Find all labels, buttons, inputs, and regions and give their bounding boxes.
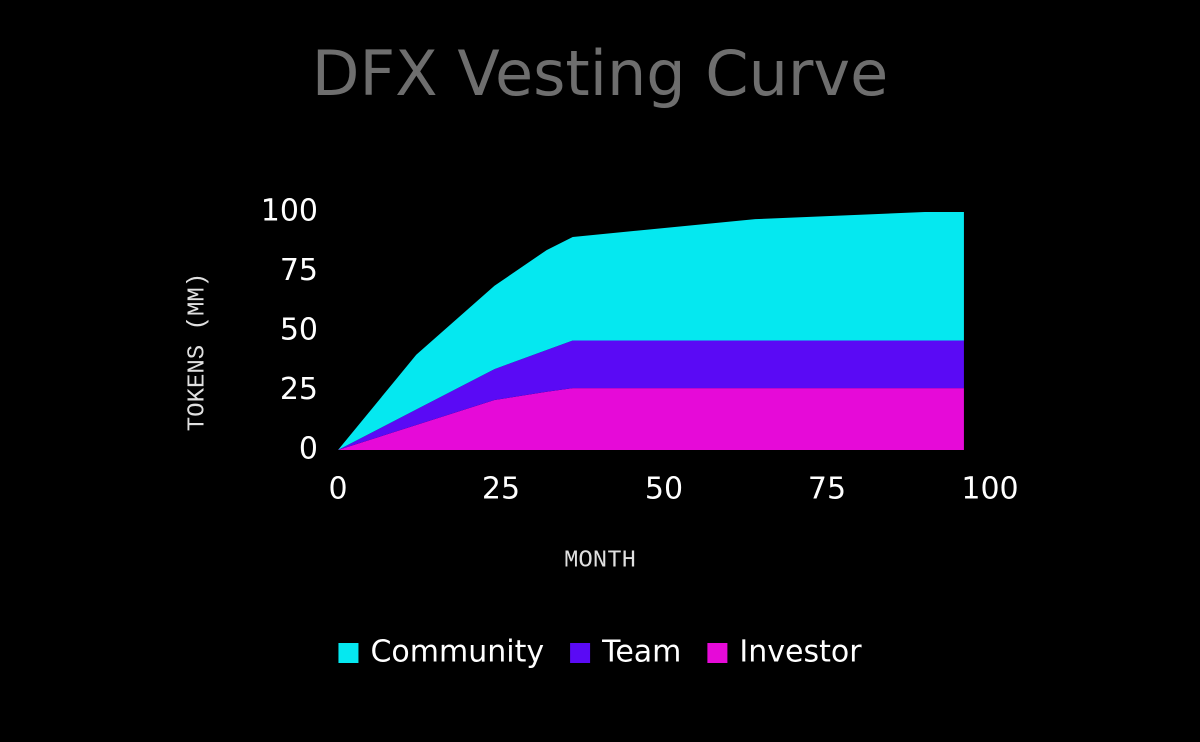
axes: 0 25 50 75 100 0 25 50 75 100 xyxy=(261,194,1019,507)
x-tick-label: 50 xyxy=(645,472,683,507)
y-tick-label: 25 xyxy=(280,372,318,407)
y-tick-label: 75 xyxy=(280,253,318,288)
area xyxy=(338,388,964,450)
x-axis-label: MONTH xyxy=(564,547,636,574)
plot xyxy=(338,212,964,450)
y-tick-label: 0 xyxy=(299,432,318,467)
y-tick-label: 100 xyxy=(261,194,318,229)
legend-label: Team xyxy=(601,635,681,670)
y-tick-label: 50 xyxy=(280,313,318,348)
legend-swatch xyxy=(338,643,359,663)
area xyxy=(338,212,964,450)
legend-label: Investor xyxy=(739,635,862,670)
x-tick-label: 25 xyxy=(482,472,520,507)
legend-swatch xyxy=(570,643,591,663)
x-tick-label: 100 xyxy=(961,472,1018,507)
legend-item: Community xyxy=(338,635,544,670)
legend-label: Community xyxy=(370,635,544,670)
chart-title: DFX Vesting Curve xyxy=(312,37,888,110)
legend-item: Investor xyxy=(707,635,862,670)
legend-swatch xyxy=(707,643,728,663)
legend-item: Team xyxy=(570,635,681,670)
y-axis-label: TOKENS (MM) xyxy=(184,273,211,431)
legend: Community Team Investor xyxy=(338,635,862,670)
x-tick-label: 75 xyxy=(808,472,846,507)
area xyxy=(338,340,964,450)
x-tick-label: 0 xyxy=(328,472,347,507)
